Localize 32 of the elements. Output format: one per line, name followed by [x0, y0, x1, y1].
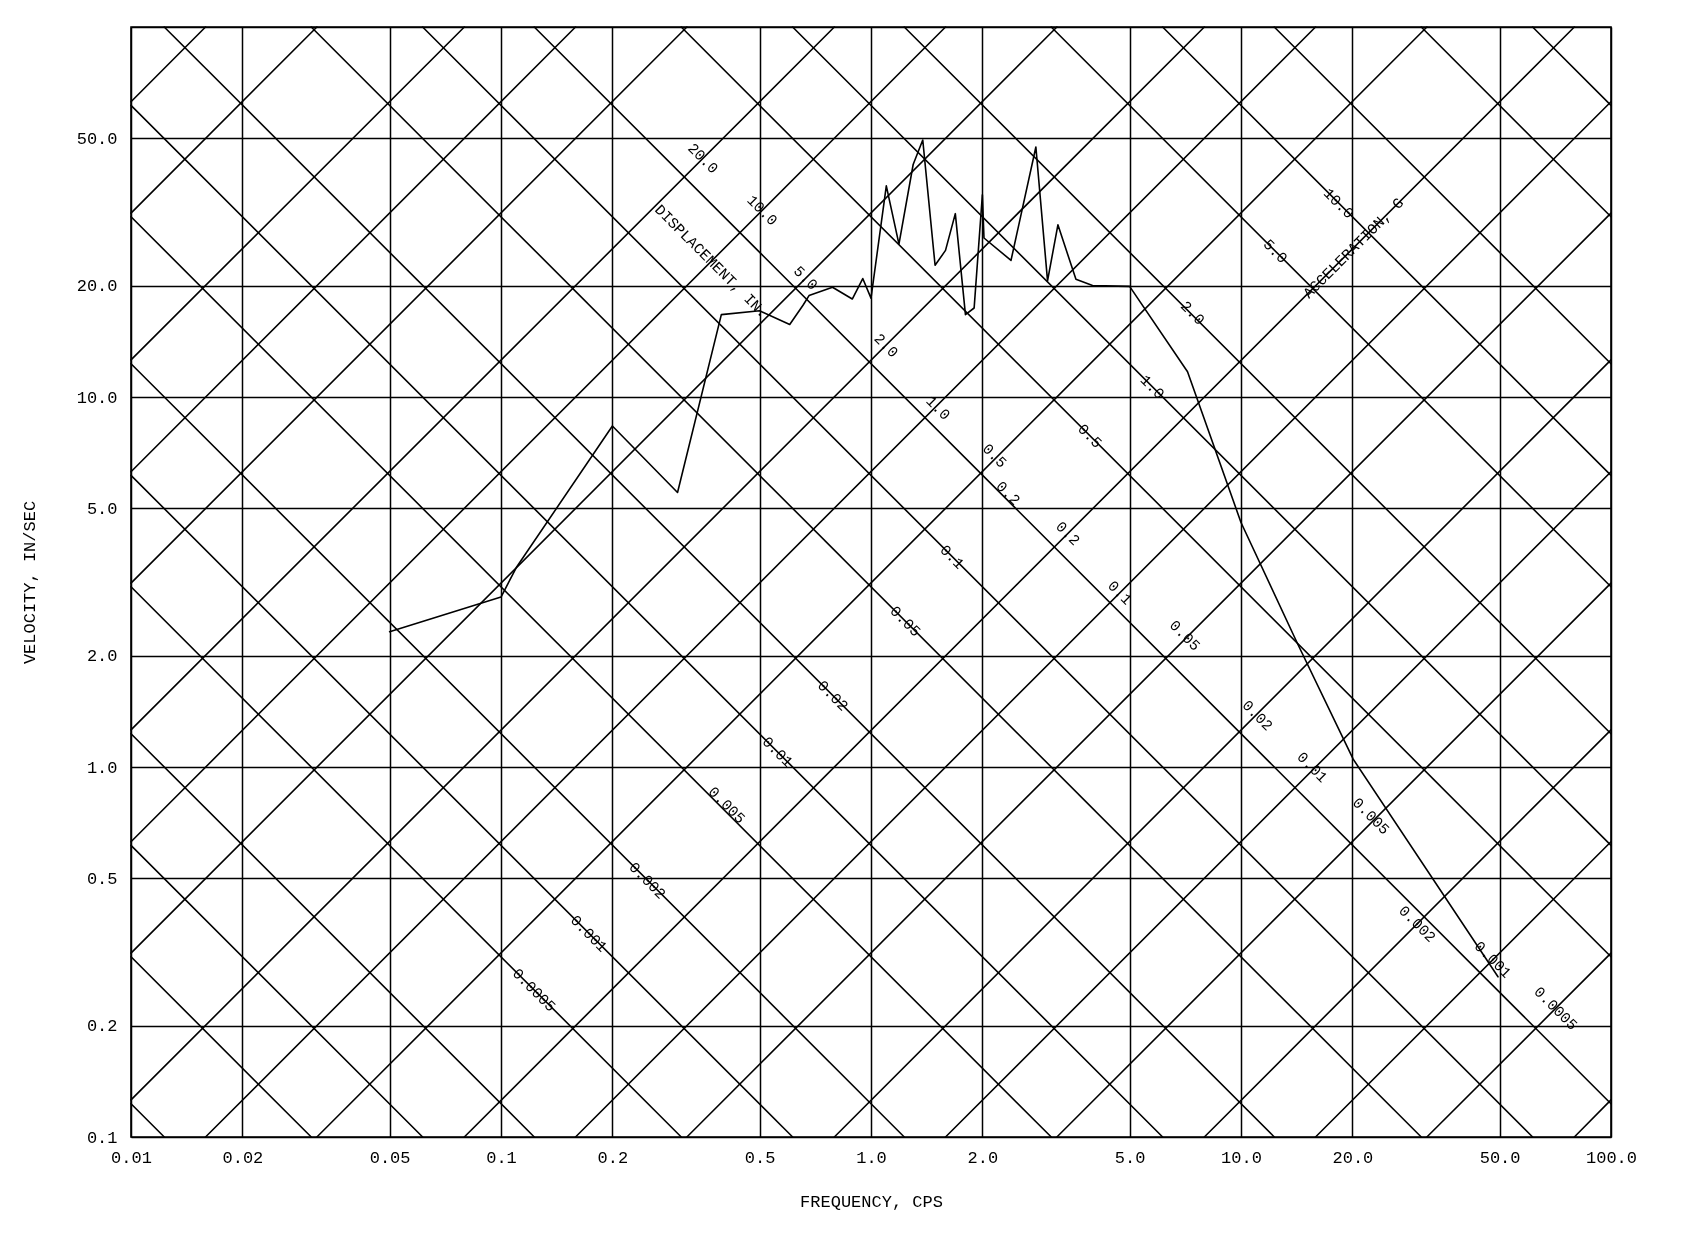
x-tick-label: 50.0	[1479, 1148, 1521, 1168]
y-tick-label: 0.5	[86, 869, 118, 889]
x-tick-label: 0.01	[111, 1148, 152, 1168]
y-tick-label: 1.0	[86, 758, 118, 778]
annotation: 0.1	[935, 542, 967, 574]
annotation: 0.2	[991, 478, 1023, 510]
y-tick-label: 0.1	[86, 1128, 118, 1148]
x-tick-label: 0.1	[486, 1148, 517, 1168]
x-tick-label: 100.0	[1585, 1148, 1638, 1168]
x-axis-title: FREQUENCY, CPS	[800, 1192, 943, 1212]
y-tick-label: 5.0	[86, 499, 118, 519]
x-tick-label: 0.02	[222, 1148, 264, 1168]
y-tick-label: 0.2	[86, 1017, 118, 1037]
x-tick-label: 10.0	[1221, 1148, 1262, 1168]
annotation: 1.0	[921, 393, 953, 425]
y-tick-label: 50.0	[76, 129, 118, 149]
x-tick-label: 0.05	[369, 1148, 411, 1168]
x-tick-label: 20.0	[1332, 1148, 1374, 1168]
annotation: 0.1	[1103, 578, 1135, 610]
y-axis-title: VELOCITY, IN/SEC	[20, 500, 40, 665]
x-tick-label: 2.0	[967, 1148, 999, 1168]
x-tick-label: 0.5	[744, 1148, 776, 1168]
y-tick-label: 10.0	[76, 388, 118, 408]
x-tick-label: 0.2	[597, 1148, 629, 1168]
y-tick-label: 2.0	[86, 647, 118, 667]
x-tick-label: 5.0	[1114, 1148, 1146, 1168]
annotation: 0.2	[1051, 518, 1083, 550]
annotation: 2.0	[869, 330, 901, 362]
x-tick-label: 1.0	[856, 1148, 887, 1168]
y-tick-label: 20.0	[76, 277, 118, 297]
annotation: 0.5	[978, 440, 1010, 473]
annotation: 1.0	[1136, 372, 1168, 404]
